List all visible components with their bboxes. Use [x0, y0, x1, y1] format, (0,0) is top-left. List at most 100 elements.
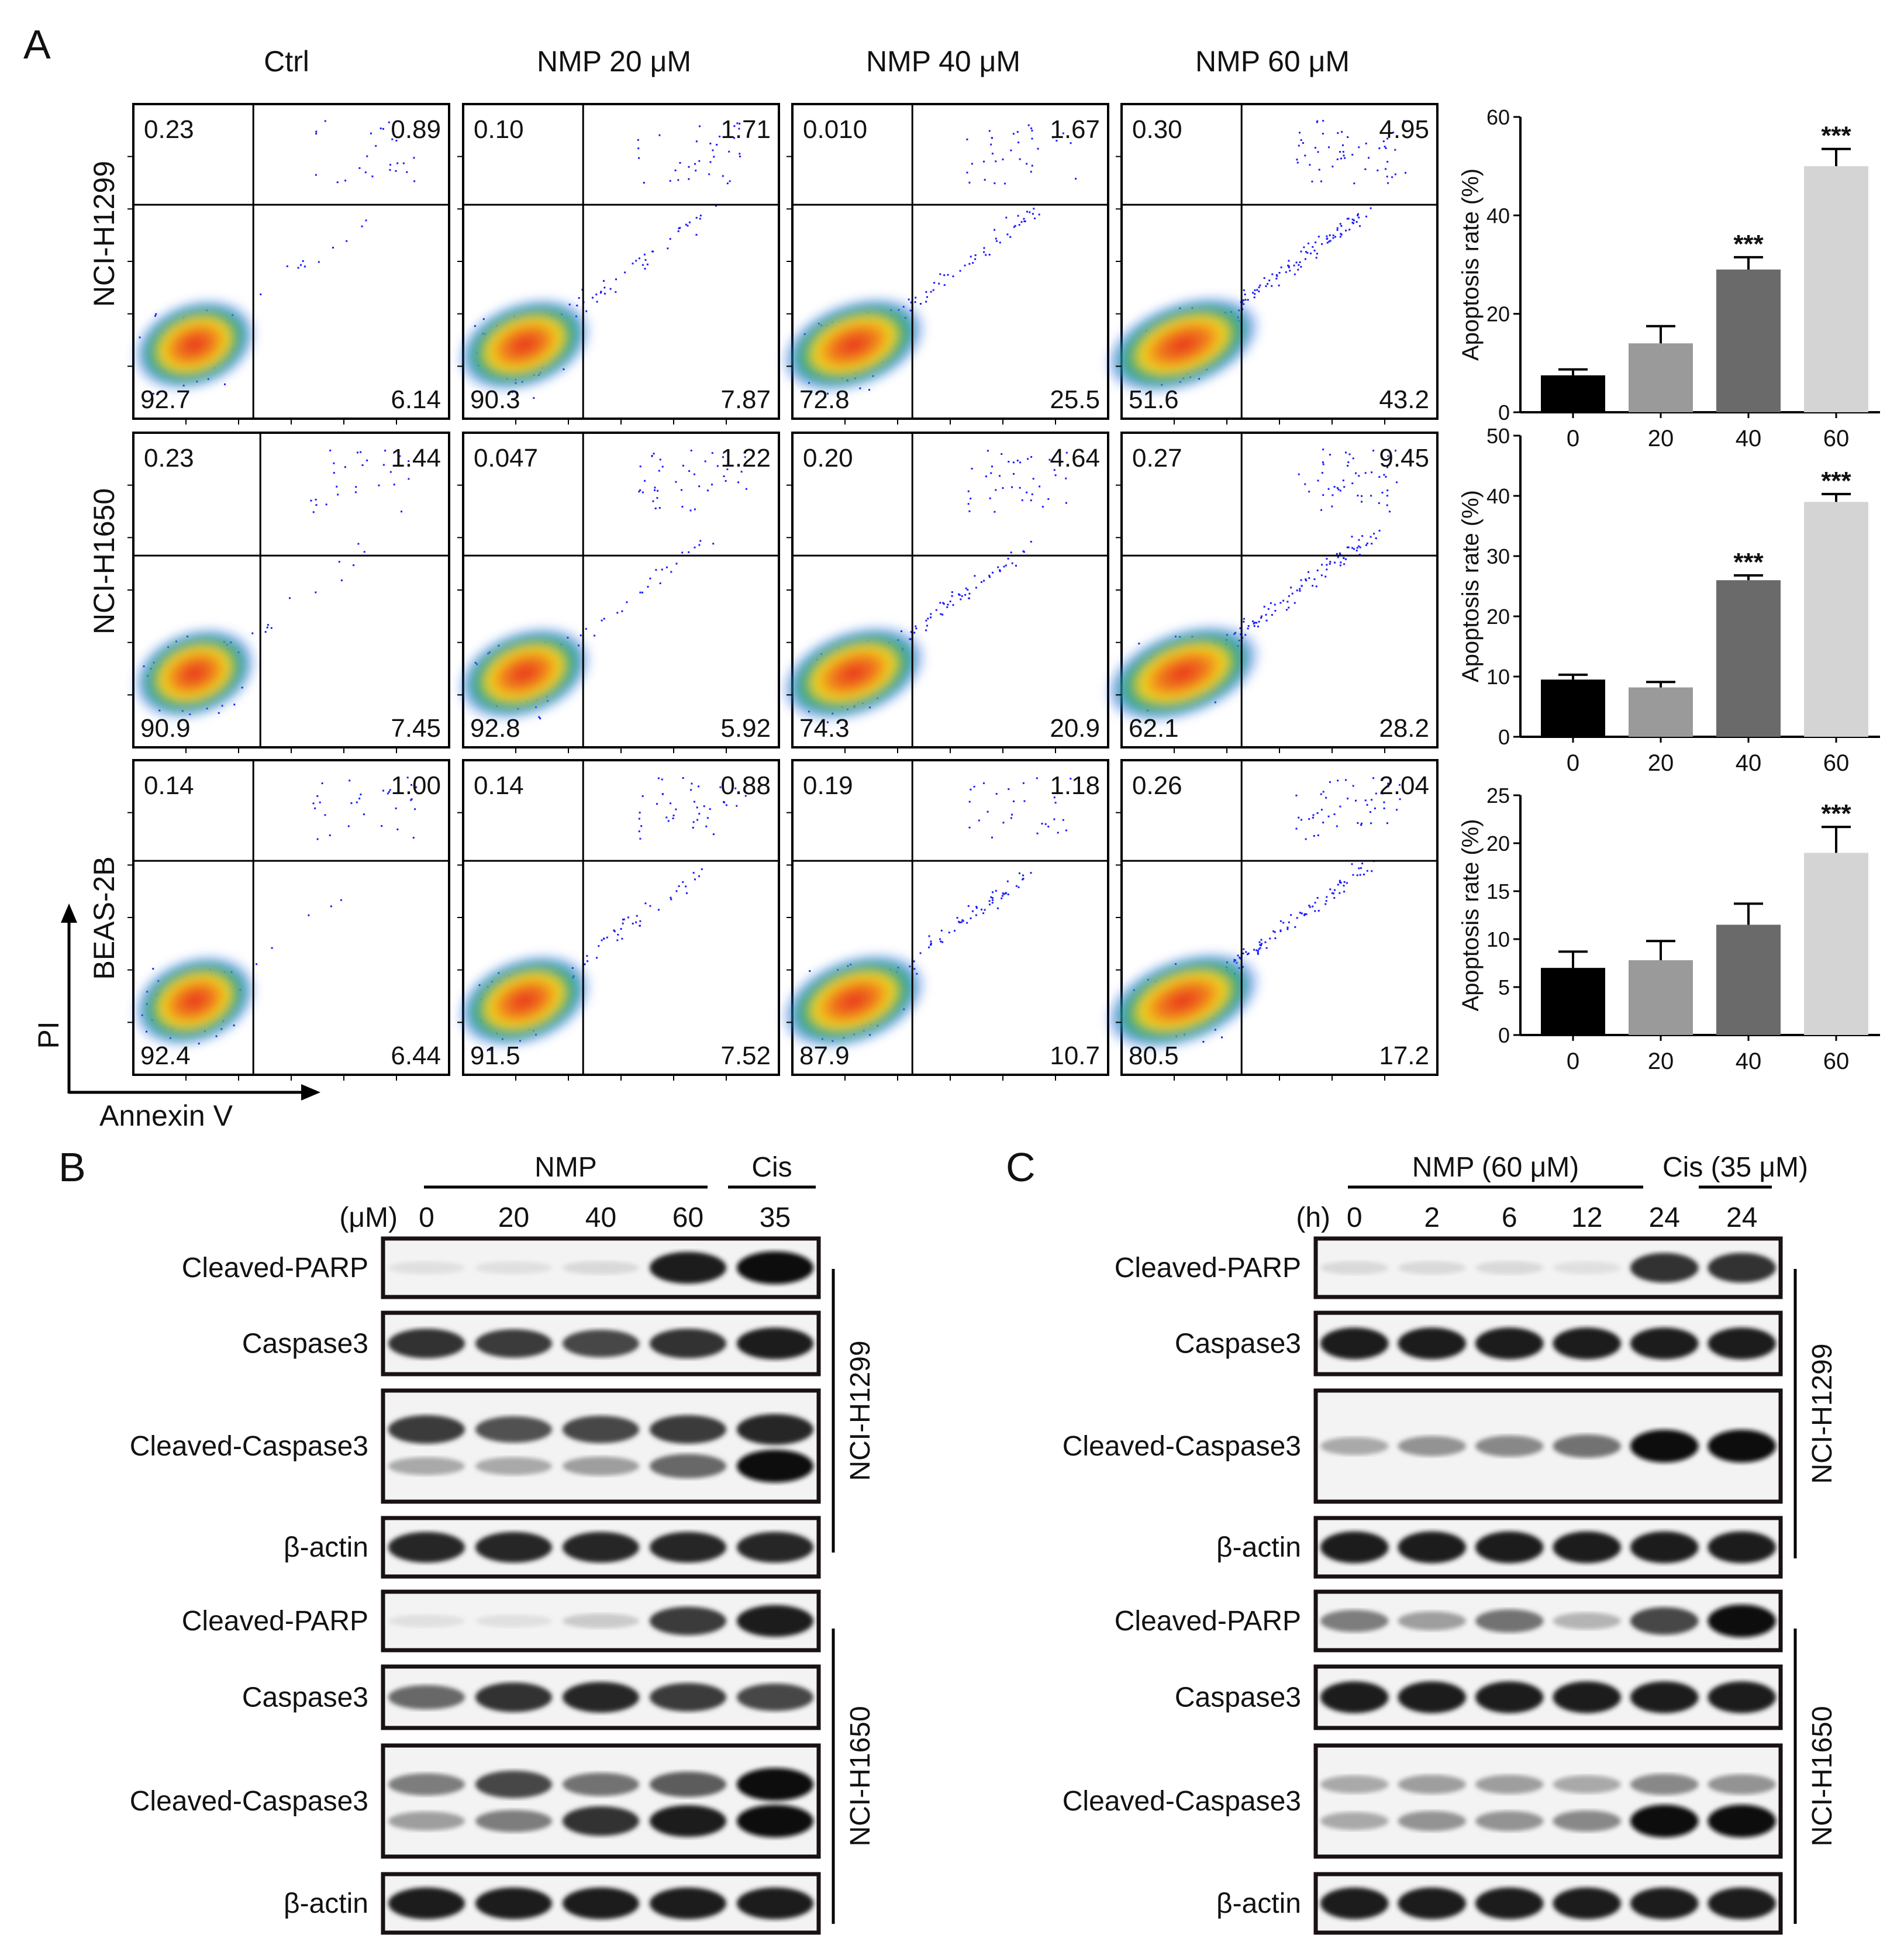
protein-band — [388, 1329, 465, 1358]
flow-dot — [620, 928, 622, 930]
quadrant-lower-left-value: 91.5 — [470, 1041, 520, 1070]
flow-dot — [1017, 142, 1019, 143]
flow-dot — [1384, 808, 1385, 809]
significance-marker: *** — [1733, 230, 1764, 258]
flow-dot — [940, 941, 941, 943]
flow-dot — [1323, 464, 1324, 465]
bar — [1804, 502, 1868, 737]
flow-dot — [975, 254, 977, 256]
flow-dot — [1313, 835, 1315, 837]
flow-dot — [1221, 1037, 1223, 1039]
flow-dot — [1344, 881, 1346, 883]
flow-dot — [381, 825, 382, 827]
flow-dot — [1320, 794, 1322, 795]
flow-dot — [1370, 536, 1372, 538]
flow-dot — [640, 465, 641, 467]
flow-dot — [999, 570, 1001, 571]
flow-dot — [1405, 172, 1406, 174]
quadrant-lower-right-value: 5.92 — [720, 714, 771, 743]
protein-band — [475, 1329, 552, 1358]
flow-dot — [1301, 579, 1302, 581]
protein-label: Cleaved-Caspase3 — [130, 1786, 368, 1817]
flow-dot — [1351, 154, 1353, 156]
bar-y-tick-label: 40 — [1486, 484, 1510, 508]
flow-dot — [365, 171, 367, 173]
flow-dot — [970, 256, 972, 257]
flow-dot — [365, 219, 367, 221]
flow-dot — [694, 163, 696, 165]
flow-dot — [349, 779, 350, 781]
flow-dot — [1294, 602, 1296, 604]
quadrant-lower-left-value: 80.5 — [1129, 1041, 1179, 1070]
flow-dot — [1340, 236, 1341, 237]
flow-dot — [601, 620, 603, 622]
flow-dot — [712, 150, 714, 151]
flow-dot — [1006, 233, 1008, 235]
flow-dot — [533, 397, 534, 399]
flow-dot — [1394, 149, 1396, 151]
flow-dot — [1326, 558, 1328, 560]
flow-dot — [1008, 894, 1009, 895]
flow-dot — [1378, 147, 1380, 149]
flow-dot — [395, 808, 397, 809]
flow-dot — [641, 592, 643, 594]
flow-dot — [1002, 487, 1004, 489]
flow-dot — [1321, 809, 1323, 810]
quadrant-upper-left-value: 0.047 — [474, 444, 538, 472]
flow-dot — [632, 923, 634, 925]
flow-dot — [337, 181, 339, 183]
quadrant-lower-right-value: 17.2 — [1379, 1041, 1429, 1070]
significance-marker: *** — [1821, 467, 1851, 495]
flow-dot — [360, 451, 361, 453]
flow-dot — [596, 957, 598, 958]
flow-dot — [1022, 879, 1023, 881]
flow-dot — [1339, 892, 1340, 894]
quadrant-upper-right-value: 1.71 — [720, 115, 771, 144]
flow-dot — [1308, 577, 1310, 579]
flow-row-title-h1650: NCI-H1650 — [88, 488, 120, 634]
flow-dot — [289, 597, 291, 599]
flow-dot — [1257, 626, 1259, 627]
flow-dot — [969, 827, 971, 829]
flow-dot — [362, 464, 364, 466]
flow-dot — [300, 264, 302, 266]
flow-dot — [1278, 285, 1280, 287]
flow-dot — [1360, 547, 1361, 549]
flow-dot — [670, 180, 671, 182]
flow-dot — [927, 618, 929, 619]
flow-dot — [357, 543, 359, 545]
flow-dot — [638, 157, 640, 159]
flow-dot — [992, 891, 994, 893]
flow-dot — [639, 925, 641, 927]
flow-dot — [642, 492, 644, 494]
flow-dot — [997, 567, 999, 568]
flow-dot — [1316, 253, 1318, 254]
flow-dot — [1333, 234, 1334, 236]
flow-dot — [991, 837, 993, 839]
flow-dot — [1373, 533, 1375, 534]
flow-dot — [332, 247, 334, 249]
flow-dot — [713, 156, 715, 158]
flow-dot — [603, 618, 605, 620]
flow-dot — [942, 602, 944, 604]
flow-dot — [408, 478, 409, 480]
flow-dot — [1334, 889, 1336, 891]
flow-dot — [1063, 819, 1064, 821]
flow-dot — [984, 179, 986, 181]
flow-dot — [1345, 451, 1347, 453]
flow-dot — [705, 460, 706, 462]
flow-dot — [1023, 550, 1025, 552]
flow-dot — [340, 899, 342, 901]
flow-dot — [382, 790, 384, 792]
flow-dot — [1353, 874, 1354, 876]
flow-dot — [644, 902, 646, 904]
flow-dot — [1337, 884, 1339, 885]
flow-dot — [694, 878, 696, 880]
flow-dot — [698, 785, 699, 787]
flow-dot — [1340, 561, 1341, 563]
flow-dot — [395, 170, 397, 172]
quadrant-lower-right-value: 43.2 — [1379, 385, 1429, 414]
flow-dot — [929, 935, 930, 937]
